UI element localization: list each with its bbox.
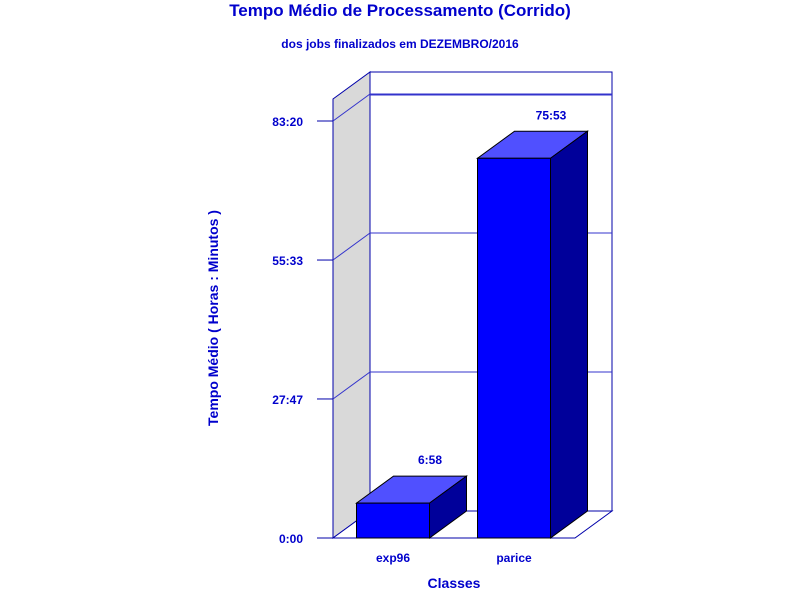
y-axis-label: Tempo Médio ( Horas : Minutos ) [205,210,221,426]
grid-line-diagonal [332,232,371,261]
x-axis-label: Classes [428,575,481,591]
chart-subtitle: dos jobs finalizados em DEZEMBRO/2016 [281,37,519,51]
data-label: 75:53 [536,108,567,122]
bar-side [550,130,588,539]
x-tick-label: exp96 [376,551,410,565]
y-tick-label: 83:20 [272,115,303,129]
y-tick-label: 27:47 [272,393,303,407]
bar [356,502,430,539]
data-label: 6:58 [418,453,442,467]
side-wall [332,71,371,539]
grid-line-diagonal [332,371,371,400]
bar [477,157,551,539]
y-tick-label: 0:00 [279,532,303,546]
x-tick-label: parice [496,551,532,565]
y-tick-label: 55:33 [272,254,303,268]
labels: 0:00 27:47 55:33 83:20 6:58 exp96 75:53 parice [272,108,566,565]
bars [354,130,590,539]
chart-title: Tempo Médio de Processamento (Corrido) [229,1,571,20]
grid-line-diagonal [332,93,371,122]
